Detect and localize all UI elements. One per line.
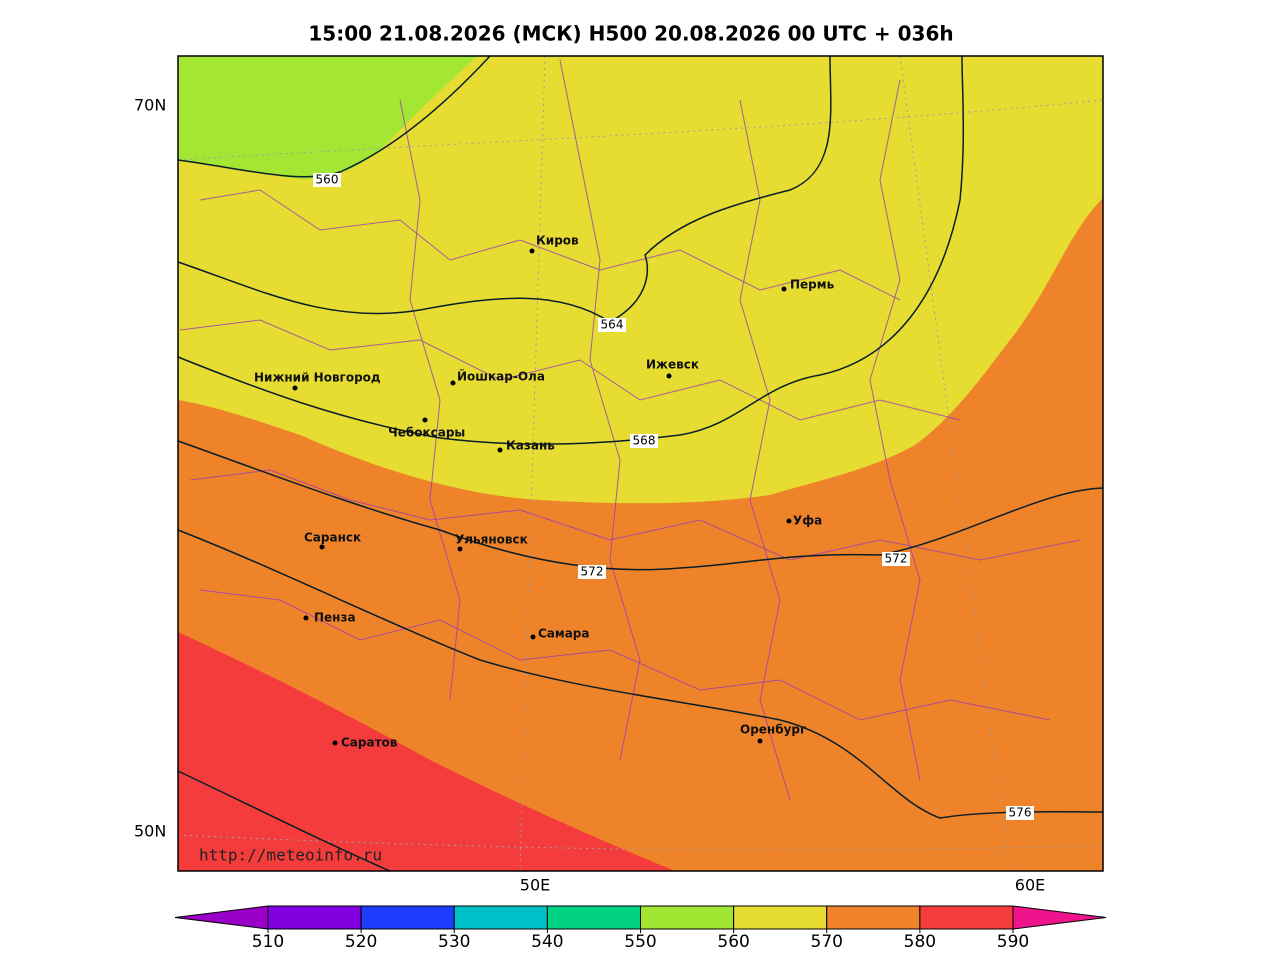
city-dot <box>457 546 463 552</box>
colorbar-arrow-low <box>174 905 269 930</box>
contour-label: 572 <box>885 552 908 566</box>
city-name: Оренбург <box>740 723 806 737</box>
colorbar-tick-label: 520 <box>345 932 377 952</box>
contour-label-box <box>630 434 658 448</box>
contour-label-box <box>578 565 606 579</box>
city-name: Ижевск <box>646 358 699 372</box>
city-name: Нижний Новгород <box>254 371 381 385</box>
title: 15:00 21.08.2026 (МСК) H500 20.08.2026 0… <box>308 22 953 46</box>
colorbar-tick-label: 510 <box>252 932 284 952</box>
city-dot <box>786 518 792 524</box>
colorbar-segment <box>360 905 455 930</box>
colorbar-segment <box>640 905 735 930</box>
city-dot <box>530 634 536 640</box>
colorbar-tick-label: 530 <box>438 932 470 952</box>
city-name: Саранск <box>304 531 361 545</box>
city-name: Пенза <box>314 611 356 625</box>
contour-label: 576 <box>1009 806 1032 820</box>
colorbar-segment <box>733 905 828 930</box>
colorbar-tick-label: 550 <box>624 932 656 952</box>
borders <box>179 59 1081 801</box>
city-dot <box>332 740 338 746</box>
city-dot <box>757 738 763 744</box>
contour-label-box <box>598 318 626 332</box>
contour-label: 572 <box>581 565 604 579</box>
city-dot <box>666 373 672 379</box>
city-name: Самара <box>538 627 590 641</box>
contour-label-box <box>313 173 341 187</box>
colorbar-tick-label: 580 <box>904 932 936 952</box>
lon-label: 60E <box>1015 876 1045 895</box>
contours <box>177 55 1104 872</box>
colorbar-tick-label: 540 <box>531 932 563 952</box>
band-580-590 <box>178 632 675 871</box>
band-560-570 <box>178 56 1103 504</box>
city-name: Саратов <box>341 736 398 750</box>
lat-label: 70N <box>134 96 166 115</box>
city-dot <box>422 417 428 423</box>
band-550-560 <box>178 56 478 180</box>
city-dot <box>529 248 535 254</box>
contour-label: 564 <box>601 318 624 332</box>
colorbar-tick-label: 560 <box>717 932 749 952</box>
contour-label: 560 <box>316 173 339 187</box>
source-url: http://meteoinfo.ru <box>199 846 382 865</box>
colorbar-segment <box>919 905 1014 930</box>
city-dot <box>497 447 503 453</box>
colorbar-segment <box>453 905 548 930</box>
colorbar-tick-label: 570 <box>811 932 843 952</box>
lat-label: 50N <box>134 822 166 841</box>
city-name: Киров <box>536 234 579 248</box>
city-dot <box>319 544 325 550</box>
colorbar-segment <box>267 905 362 930</box>
colorbar-tick-label: 590 <box>997 932 1029 952</box>
city-dot <box>303 615 309 621</box>
map-frame <box>177 55 1104 872</box>
city-dot <box>292 385 298 391</box>
city-dot <box>450 380 456 386</box>
lon-label: 50E <box>520 876 550 895</box>
city-name: Йошкар-Ола <box>457 369 545 384</box>
city-name: Пермь <box>790 278 835 292</box>
colorbar-segment <box>546 905 641 930</box>
map <box>177 55 1104 872</box>
city-name: Казань <box>506 439 555 453</box>
colorbar-arrow-high <box>1012 905 1107 930</box>
contour-label-box <box>882 552 910 566</box>
graticule <box>177 55 1104 872</box>
city-name: Уфа <box>793 514 822 528</box>
contour-label-box <box>1006 806 1034 820</box>
city-name: Чебоксары <box>388 426 465 440</box>
city-dot <box>781 286 787 292</box>
city-name: Ульяновск <box>455 533 528 547</box>
contour-label: 568 <box>633 434 656 448</box>
colorbar-segment <box>826 905 921 930</box>
